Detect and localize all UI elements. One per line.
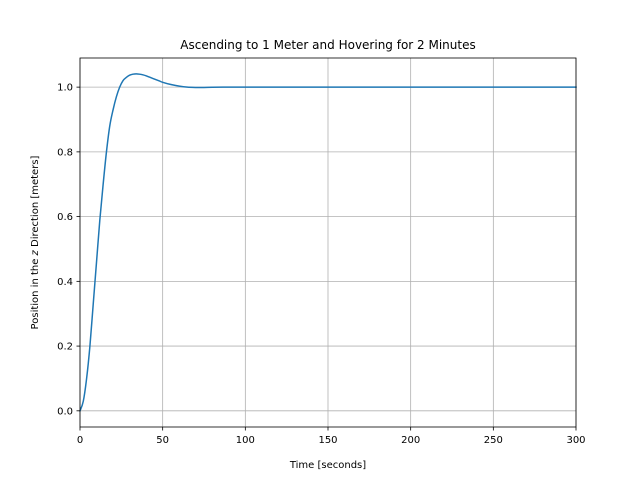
chart-title: Ascending to 1 Meter and Hovering for 2 … <box>180 38 475 52</box>
y-tick-label: 0.0 <box>57 406 73 417</box>
series-line <box>79 73 577 412</box>
y-tick-label: 0.6 <box>57 212 73 223</box>
x-tick-label: 300 <box>566 435 585 446</box>
y-axis-label: Position in the z Direction [meters] <box>30 155 41 329</box>
x-tick-label: 0 <box>77 435 83 446</box>
y-axis-label-variable: z <box>30 249 41 256</box>
x-tick-label: 200 <box>401 435 420 446</box>
y-tick-label: 1.0 <box>57 83 73 94</box>
ticks: 0 50 100 150 200 250 300 0.0 0.2 0.4 0.6 0.8 1.0 <box>57 83 585 446</box>
y-tick-label: 0.8 <box>57 147 73 158</box>
y-axis-label-prefix: Position in the <box>30 255 41 329</box>
x-tick-label: 100 <box>236 435 255 446</box>
y-axis-label-suffix: Direction [meters] <box>30 155 41 250</box>
x-tick-label: 150 <box>318 435 337 446</box>
y-tick-label: 0.2 <box>57 342 73 353</box>
y-tick-label: 0.4 <box>57 277 73 288</box>
series-layer <box>79 73 577 412</box>
x-tick-label: 250 <box>484 435 503 446</box>
x-tick-label: 50 <box>156 435 169 446</box>
x-axis-label: Time [seconds] <box>289 460 366 471</box>
